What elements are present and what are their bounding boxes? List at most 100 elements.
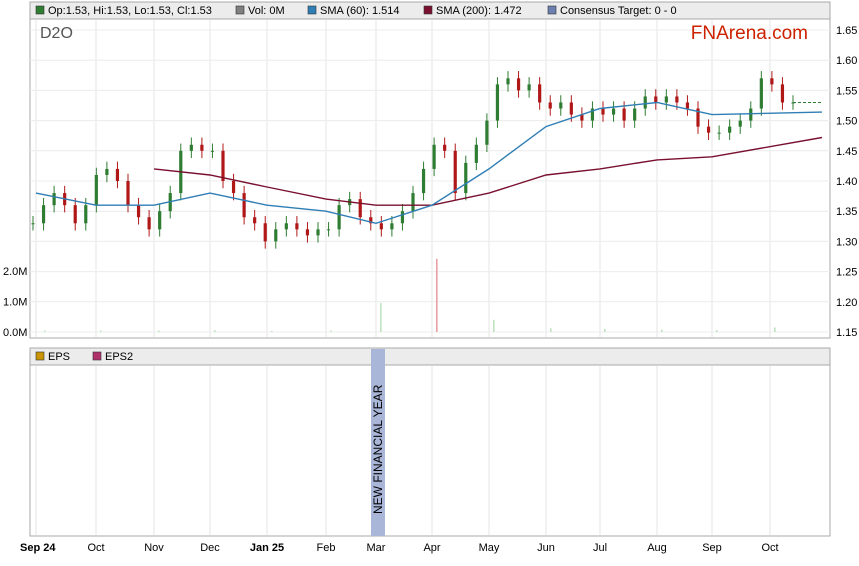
candle-body	[358, 199, 362, 218]
volume-bar	[436, 258, 438, 332]
price-axis-ticks: 1.65 1.60 1.55 1.50 1.45 1.40 1.35 1.30 1.25 1.20…	[836, 25, 857, 339]
candle-body	[105, 168, 109, 175]
legend-text-4: Consensus Target: 0 - 0	[560, 5, 677, 17]
eps-legend: EPS EPS2	[35, 351, 133, 363]
eps-panel-frame	[29, 347, 831, 537]
candle-body	[643, 96, 647, 109]
price-tick-0: 1.65	[836, 25, 857, 37]
sma60-line	[35, 101, 823, 225]
volume-bar	[493, 319, 495, 332]
candle-body	[369, 217, 373, 224]
sma200-line	[153, 136, 823, 206]
candle-body	[664, 96, 668, 103]
candle-body	[611, 108, 616, 115]
candle-body	[200, 144, 204, 151]
volume-bar	[550, 328, 552, 332]
legend-swatch-2	[307, 5, 317, 15]
legend-swatch-0	[35, 5, 45, 15]
candle-body	[231, 181, 236, 194]
volume-bar	[661, 329, 663, 332]
candle-body	[506, 78, 510, 85]
legend-text-2: SMA (60): 1.514	[320, 5, 400, 17]
x-tick-10: Jul	[593, 542, 607, 554]
volume-bar	[214, 330, 216, 332]
x-tick-6: Mar	[367, 542, 386, 554]
candle-body	[158, 211, 162, 230]
candle-body	[696, 108, 700, 127]
candle-body	[590, 108, 595, 121]
candle-body	[728, 126, 732, 133]
x-tick-12: Sep	[702, 542, 722, 554]
candle-body	[210, 150, 215, 152]
candle-body	[759, 78, 763, 109]
candle-body	[569, 102, 573, 115]
price-tick-9: 1.20	[836, 297, 857, 309]
legend-text-3: SMA (200): 1.472	[436, 5, 522, 17]
candle-body	[738, 120, 742, 127]
x-tick-2: Nov	[144, 542, 164, 554]
candle-body	[295, 223, 299, 230]
candle-body	[147, 217, 151, 230]
candle-body	[379, 223, 383, 230]
legend-swatch-3	[423, 5, 433, 15]
legend-text-1: Vol: 0M	[248, 5, 285, 17]
candle-body	[633, 108, 637, 121]
candle-body	[516, 78, 521, 91]
price-tick-10: 1.15	[836, 327, 857, 339]
candle-body	[94, 174, 98, 206]
volume-bars	[44, 258, 776, 332]
candle-body	[443, 144, 447, 151]
x-tick-5: Feb	[317, 542, 336, 554]
volume-bar	[158, 330, 160, 332]
price-tick-6: 1.35	[836, 206, 857, 218]
candle-body	[136, 205, 141, 218]
candle-body	[411, 193, 415, 212]
candle-body	[126, 181, 130, 206]
candle-body	[717, 132, 721, 134]
candle-body	[284, 223, 288, 230]
candle-body	[548, 102, 552, 109]
price-tick-1: 1.60	[836, 55, 857, 67]
candle-body	[326, 229, 331, 231]
candle-body	[115, 168, 120, 181]
brand-logo: FNArena.com	[691, 23, 808, 44]
candle-body	[464, 162, 468, 194]
candle-body	[770, 78, 774, 85]
candle-body	[580, 114, 584, 121]
volume-bar	[380, 303, 382, 332]
volume-tick-2: 0.0M	[3, 327, 27, 339]
grid	[30, 20, 830, 337]
candle-body	[305, 229, 310, 236]
new-financial-year-label: NEW FINANCIAL YEAR	[371, 384, 385, 514]
candle-body	[780, 84, 785, 103]
volume-bar	[330, 330, 332, 332]
eps-legend-swatch-0	[35, 351, 45, 361]
volume-bar	[774, 327, 776, 332]
eps-grid	[35, 366, 771, 535]
volume-tick-0: 2.0M	[3, 266, 27, 278]
candle-body	[84, 205, 88, 224]
candle-body	[706, 126, 711, 133]
candle-body	[538, 84, 542, 103]
price-tick-5: 1.40	[836, 176, 857, 188]
legend-swatch-1	[235, 5, 245, 15]
candle-body	[474, 144, 478, 163]
price-tick-3: 1.50	[836, 116, 857, 128]
x-tick-9: Jun	[537, 542, 555, 554]
candle-body	[31, 223, 35, 225]
candle-body	[495, 84, 500, 121]
price-tick-8: 1.25	[836, 267, 857, 279]
x-tick-4: Jan 25	[250, 542, 284, 554]
x-tick-8: May	[479, 542, 500, 554]
eps-legend-swatch-1	[92, 351, 102, 361]
volume-bar	[100, 330, 102, 332]
candle-body	[559, 102, 563, 109]
volume-bar	[716, 330, 718, 332]
x-tick-11: Aug	[647, 542, 667, 554]
candle-body	[400, 211, 405, 224]
volume-bar	[44, 330, 46, 332]
price-legend: Op:1.53, Hi:1.53, Lo:1.53, Cl:1.53 Vol: 0…	[35, 5, 677, 17]
candle-body	[337, 205, 341, 230]
x-tick-1: Oct	[87, 542, 104, 554]
candle-body	[749, 108, 753, 121]
